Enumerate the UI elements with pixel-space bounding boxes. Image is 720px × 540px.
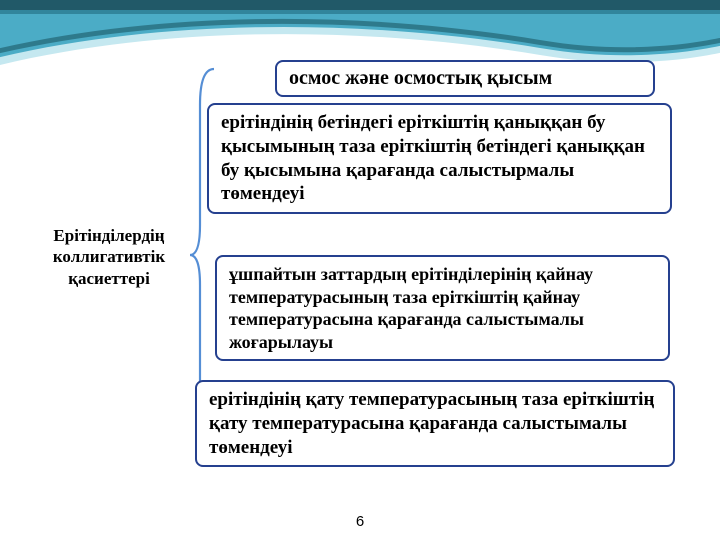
property-box-2: ерітіндінің бетіндегі еріткіштің қаныққа… [207, 103, 672, 214]
root-label: Ерітінділердің коллигативтік қасиеттері [24, 225, 194, 289]
page-number: 6 [356, 513, 364, 530]
content-area: Ерітінділердің коллигативтік қасиеттері … [0, 0, 720, 540]
slide: Ерітінділердің коллигативтік қасиеттері … [0, 0, 720, 540]
property-box-1: осмос және осмостық қысым [275, 60, 655, 97]
property-box-3: ұшпайтын заттардың ерітінділерінің қайна… [215, 255, 670, 361]
property-box-4: ерітіндінің қату температурасының таза е… [195, 380, 675, 467]
